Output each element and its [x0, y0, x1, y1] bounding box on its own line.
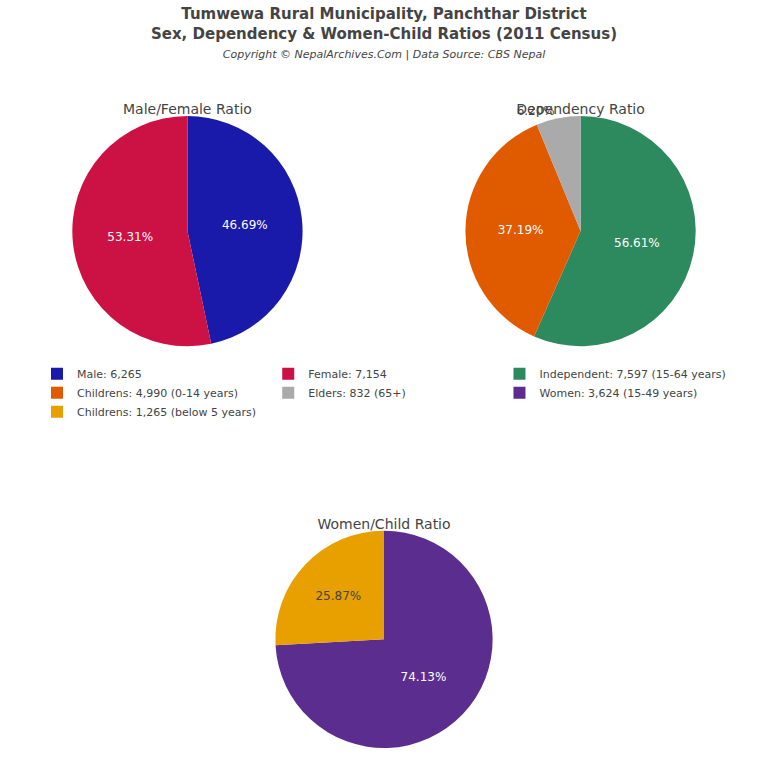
svg-text:Tumwewa Rural Municipality, Pa: Tumwewa Rural Municipality, Panchthar Di… [151, 5, 617, 61]
svg-text:6.20%: 6.20% [517, 104, 555, 118]
svg-text:Elders: 832 (65+): Elders: 832 (65+) [308, 387, 406, 400]
svg-text:53.31%: 53.31% [107, 230, 153, 244]
svg-text:Dependency Ratio: Dependency Ratio [516, 101, 645, 117]
svg-text:56.61%: 56.61% [614, 236, 660, 250]
svg-text:Independent: 7,597 (15-64 year: Independent: 7,597 (15-64 years) [539, 368, 725, 381]
svg-text:Women: 3,624 (15-49 years): Women: 3,624 (15-49 years) [539, 387, 697, 400]
svg-text:Female: 7,154: Female: 7,154 [308, 368, 386, 381]
svg-text:Male/Female Ratio: Male/Female Ratio [123, 101, 252, 117]
svg-text:25.87%: 25.87% [315, 589, 361, 603]
svg-text:46.69%: 46.69% [222, 218, 268, 232]
svg-text:37.19%: 37.19% [498, 223, 544, 237]
svg-text:Male: 6,265: Male: 6,265 [77, 368, 142, 381]
svg-text:74.13%: 74.13% [401, 670, 447, 684]
svg-text:Childrens: 4,990 (0-14 years): Childrens: 4,990 (0-14 years) [77, 387, 238, 400]
svg-text:Childrens: 1,265 (below 5 year: Childrens: 1,265 (below 5 years) [77, 406, 256, 419]
svg-text:Women/Child Ratio: Women/Child Ratio [317, 516, 450, 532]
